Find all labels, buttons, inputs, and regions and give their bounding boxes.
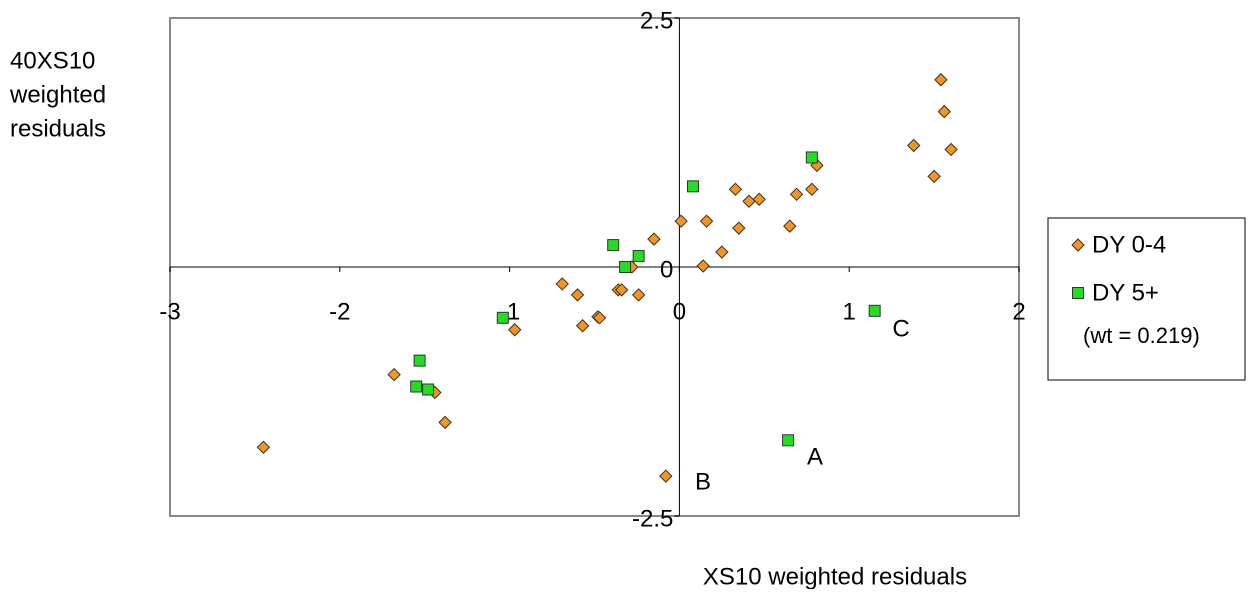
- diamond-point: [1071, 238, 1085, 252]
- diamond-point: [732, 221, 746, 235]
- diamond-point: [944, 142, 958, 157]
- diamond-point: [647, 232, 661, 246]
- x-tick-label: -3: [159, 298, 180, 325]
- diamond-point: [927, 169, 941, 184]
- annotation: B: [695, 468, 711, 495]
- square-point: [619, 261, 632, 273]
- diamond-point: [907, 138, 921, 153]
- diamond-point: [783, 219, 797, 233]
- diamond-point: [575, 319, 590, 333]
- diamond-point: [934, 73, 948, 87]
- x-axis-label: XS10 weighted residuals: [703, 563, 967, 589]
- annotation: A: [807, 443, 823, 470]
- square-point: [632, 250, 645, 263]
- diamond-point: [438, 415, 452, 430]
- diamond-point: [387, 367, 401, 382]
- diamond-point: [937, 104, 951, 119]
- y-tick-label: 2.5: [640, 7, 673, 34]
- x-tick-label: 2: [1012, 298, 1025, 325]
- diamond-point: [555, 277, 569, 291]
- y-tick-label: 0: [660, 256, 673, 283]
- diamond-point: [674, 214, 688, 228]
- diamond-point: [805, 182, 819, 197]
- diamond-point: [742, 194, 756, 208]
- diamond-point: [752, 192, 766, 206]
- x-tick-label: 0: [673, 298, 686, 325]
- square-point: [782, 434, 795, 447]
- square-point: [422, 383, 435, 396]
- y-axis-label: 40XS10: [10, 47, 95, 74]
- diamond-point: [631, 288, 646, 302]
- square-point: [413, 354, 426, 367]
- square-point: [868, 304, 881, 317]
- diamond-point: [614, 283, 629, 297]
- annotation: C: [892, 315, 909, 342]
- diamond-point: [789, 187, 804, 201]
- diamond-point: [699, 214, 714, 228]
- diamond-point: [715, 245, 729, 259]
- diamond-point: [659, 469, 673, 483]
- diamond-point: [507, 323, 522, 337]
- square-point: [607, 239, 620, 252]
- x-tick-label: 1: [843, 298, 856, 325]
- x-tick-label: -2: [329, 298, 350, 325]
- legend-note: (wt = 0.219): [1083, 323, 1200, 348]
- y-axis-label: weighted: [9, 81, 106, 108]
- legend-label: DY 5+: [1092, 279, 1159, 306]
- diamond-point: [592, 311, 607, 325]
- y-axis-label: residuals: [10, 115, 106, 142]
- square-point: [1072, 287, 1084, 299]
- square-point: [686, 180, 699, 193]
- y-tick-label: -2.5: [632, 505, 673, 532]
- square-point: [496, 311, 509, 324]
- diamond-point: [728, 182, 743, 197]
- diamond-point: [570, 288, 585, 302]
- legend-label: DY 0-4: [1092, 231, 1166, 258]
- square-point: [410, 380, 423, 393]
- diamond-point: [696, 259, 710, 273]
- diamond-point: [256, 440, 271, 454]
- square-point: [805, 151, 818, 164]
